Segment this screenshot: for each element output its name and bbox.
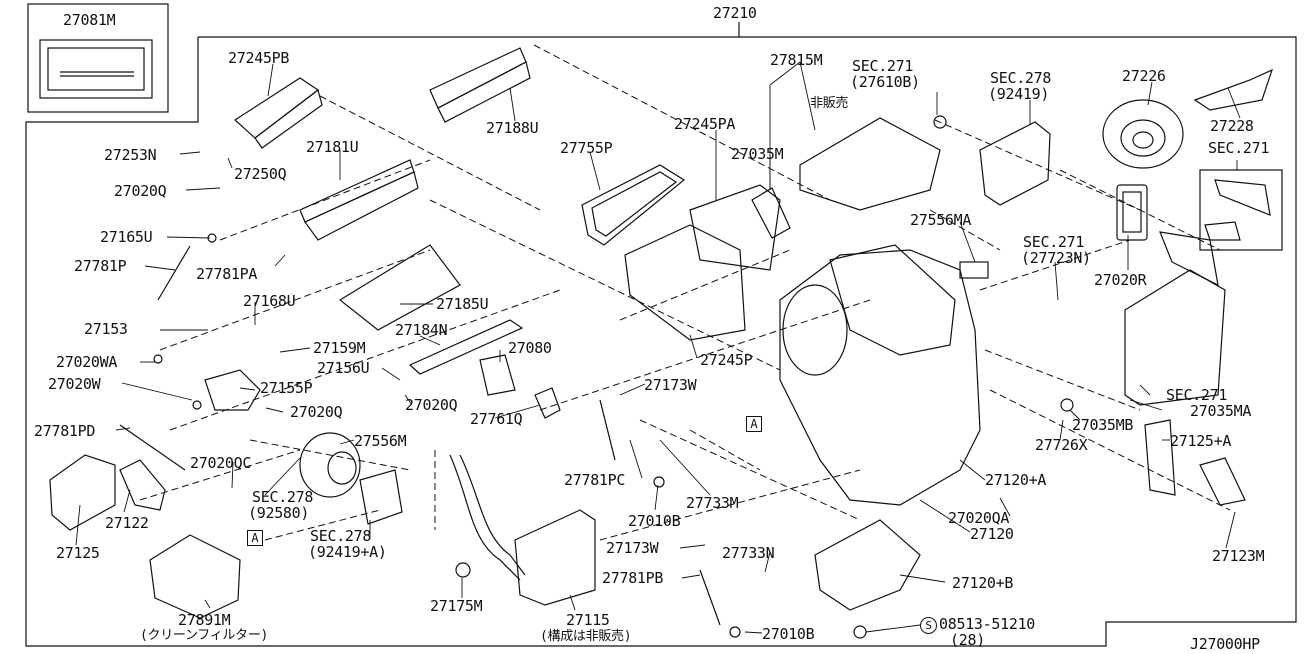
- callout-27020Q-a: 27020Q: [114, 182, 167, 200]
- callout-27891M-note: (クリーンフィルター): [140, 628, 269, 643]
- callout-27781P: 27781P: [74, 257, 127, 275]
- callout-27173W-a: 27173W: [644, 376, 697, 394]
- inset-box-27081M: [27, 3, 169, 113]
- callout-sec278-b: SEC.278: [252, 488, 314, 506]
- callout-27245PB: 27245PB: [228, 49, 290, 67]
- callout-27115-note: (構成は非販売): [540, 629, 632, 644]
- callout-sec271-c-ref: (27723N): [1021, 249, 1091, 267]
- callout-sec271-c: SEC.271: [1023, 233, 1085, 251]
- callout-27123M: 27123M: [1212, 547, 1265, 565]
- callout-bolt: S 08513-51210: [920, 616, 1035, 634]
- callout-27185U: 27185U: [436, 295, 489, 313]
- callout-sec278-b-ref: (92580): [248, 504, 310, 522]
- bolt-part-number: 08513-51210: [939, 615, 1036, 633]
- callout-27020R: 27020R: [1094, 271, 1147, 289]
- callout-27181U: 27181U: [306, 138, 359, 156]
- callout-27245P: 27245P: [700, 351, 753, 369]
- inset-box-sec271: [1199, 169, 1283, 251]
- callout-27020Q-c: 27020Q: [405, 396, 458, 414]
- callout-bolt-qty: (28): [950, 631, 985, 649]
- callout-27781PA: 27781PA: [196, 265, 258, 283]
- callout-27035M: 27035M: [731, 145, 784, 163]
- callout-27556M: 27556M: [354, 432, 407, 450]
- callout-27175M: 27175M: [430, 597, 483, 615]
- components: [49, 47, 1274, 639]
- callout-27080: 27080: [508, 339, 552, 357]
- callout-27168U: 27168U: [243, 292, 296, 310]
- callout-27726X: 27726X: [1035, 436, 1088, 454]
- callout-27761Q: 27761Q: [470, 410, 523, 428]
- callout-27020WA: 27020WA: [56, 353, 118, 371]
- callout-27210: 27210: [713, 4, 757, 22]
- callout-27120B: 27120+B: [952, 574, 1014, 592]
- callout-27153: 27153: [84, 320, 128, 338]
- callout-27125A: 27125+A: [1170, 432, 1232, 450]
- callout-27020Q-b: 27020Q: [290, 403, 343, 421]
- callout-27733N: 27733N: [722, 544, 775, 562]
- callout-27020W: 27020W: [48, 375, 101, 393]
- callout-27120A: 27120+A: [985, 471, 1047, 489]
- callout-27781PC: 27781PC: [564, 471, 626, 489]
- callout-27081M: 27081M: [63, 11, 116, 29]
- callout-27035MA: 27035MA: [1190, 402, 1252, 420]
- callout-sec278-a: SEC.278: [990, 69, 1052, 87]
- callout-27781PD: 27781PD: [34, 422, 96, 440]
- callout-27184N: 27184N: [395, 321, 448, 339]
- callout-sec271-a: SEC.271: [852, 57, 914, 75]
- callout-27120: 27120: [970, 525, 1014, 543]
- callout-sec278-c: SEC.278: [310, 527, 372, 545]
- callout-27020QC: 27020QC: [190, 454, 252, 472]
- callout-27155P: 27155P: [260, 379, 313, 397]
- callout-sec278-a-ref: (92419): [988, 85, 1050, 103]
- callout-27245PA: 27245PA: [674, 115, 736, 133]
- callout-27156U: 27156U: [317, 359, 370, 377]
- callout-27556MA: 27556MA: [910, 211, 972, 229]
- callout-27188U: 27188U: [486, 119, 539, 137]
- bolt-symbol-icon: S: [920, 617, 937, 634]
- callout-27165U: 27165U: [100, 228, 153, 246]
- callout-sec271-b: SEC.271: [1208, 139, 1270, 157]
- callout-27122: 27122: [105, 514, 149, 532]
- callout-27125: 27125: [56, 544, 100, 562]
- callout-27010B-b: 27010B: [762, 625, 815, 643]
- callout-27253N: 27253N: [104, 146, 157, 164]
- callout-27173W-b: 27173W: [606, 539, 659, 557]
- callout-sec271-a-ref: (27610B): [850, 73, 920, 91]
- callout-27815M-note: 非販売: [810, 96, 849, 111]
- callout-27115: 27115: [566, 611, 610, 629]
- callout-27250Q: 27250Q: [234, 165, 287, 183]
- callout-27035MB: 27035MB: [1072, 416, 1134, 434]
- callout-27781PB: 27781PB: [602, 569, 664, 587]
- diagram-code: J27000HP: [1190, 635, 1260, 653]
- callout-27815M: 27815M: [770, 51, 823, 69]
- license-plate-icon: [39, 39, 153, 99]
- reference-mark-a-1: A: [746, 416, 762, 432]
- callout-27010B-a: 27010B: [628, 512, 681, 530]
- callout-27228: 27228: [1210, 117, 1254, 135]
- callout-27226: 27226: [1122, 67, 1166, 85]
- callout-27755P: 27755P: [560, 139, 613, 157]
- main-frame: [25, 36, 1297, 647]
- callout-sec278-c-ref: (92419+A): [308, 543, 387, 561]
- callout-27733M: 27733M: [686, 494, 739, 512]
- callout-27891M: 27891M: [178, 611, 231, 629]
- reference-mark-a-2: A: [247, 530, 263, 546]
- callout-sec271-d: SEC.271: [1166, 386, 1228, 404]
- callout-27020QA: 27020QA: [948, 509, 1010, 527]
- callout-27159M: 27159M: [313, 339, 366, 357]
